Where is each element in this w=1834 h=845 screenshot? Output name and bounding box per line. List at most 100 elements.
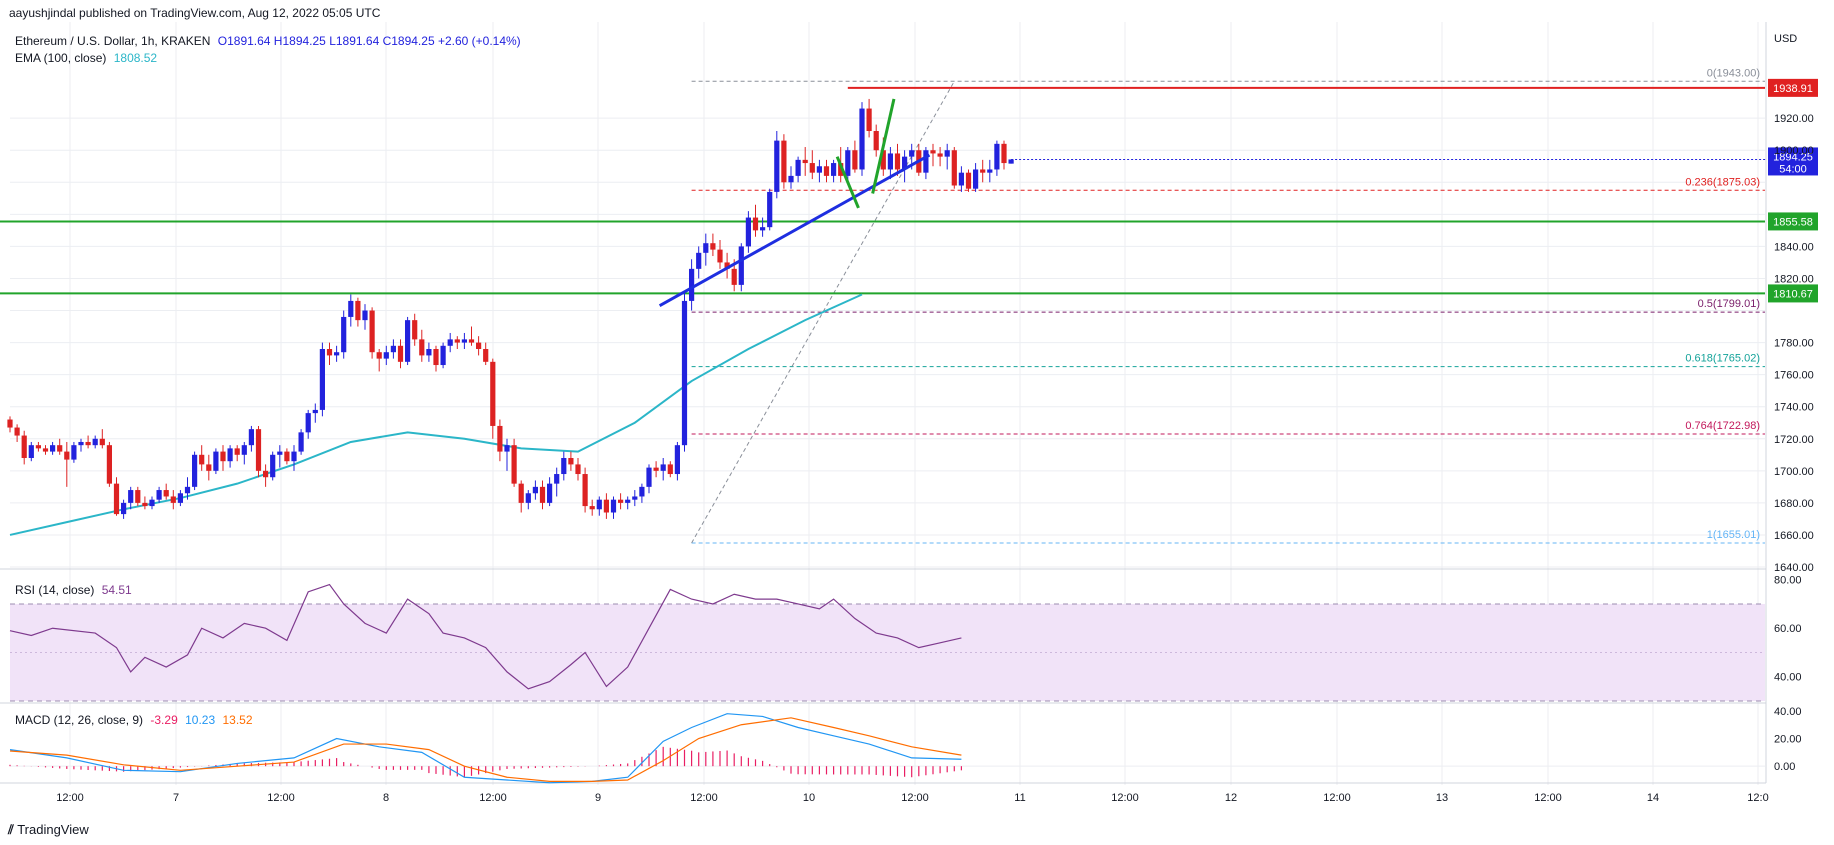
time-tick-0: 12:00 [56, 792, 84, 804]
candle-body-31 [227, 448, 233, 462]
candle-body-79 [568, 458, 574, 465]
candle-body-123 [880, 150, 886, 170]
time-tick-4: 12:00 [479, 792, 507, 804]
tradingview-icon: ⫽ [8, 822, 14, 837]
current-price-text: 1894.25 [1773, 151, 1813, 163]
candle-body-44 [319, 349, 325, 410]
candle-body-117 [838, 163, 844, 176]
candle-body-136 [973, 169, 979, 189]
candle-body-97 [696, 252, 702, 269]
candle-body-53 [383, 352, 389, 359]
candle-body-121 [866, 108, 872, 131]
time-tick-11: 12 [1225, 792, 1237, 804]
candle-body-8 [64, 451, 70, 460]
candle-body-101 [724, 262, 730, 269]
candle-body-14 [106, 445, 112, 484]
rsi-line [9, 583, 962, 690]
time-tick-3: 8 [383, 792, 389, 804]
candle-body-112 [802, 159, 808, 164]
candle-body-135 [965, 172, 972, 189]
candle-body-37 [270, 454, 276, 478]
candle-body-20 [149, 499, 155, 507]
candle-body-58 [419, 339, 425, 356]
macd-value: -3.29 [150, 713, 178, 727]
candle-body-81 [582, 474, 588, 507]
candle-body-127 [909, 150, 915, 157]
candle-body-114 [816, 166, 822, 173]
price-tick-1660: 1660.00 [1774, 530, 1814, 542]
candle-body-99 [710, 243, 716, 250]
time-tick-12: 12:00 [1323, 792, 1351, 804]
time-tick-8: 12:00 [901, 792, 929, 804]
candle-body-29 [213, 451, 219, 471]
candle-body-12 [92, 438, 98, 446]
rsi-tick-80: 80.00 [1774, 575, 1802, 587]
candle-body-140 [1001, 143, 1007, 164]
candle-body-119 [852, 150, 858, 170]
tradingview-brand: TradingView [17, 822, 89, 837]
candle-body-84 [603, 499, 609, 513]
fib-label-0-5: 0.5(1799.01) [1698, 298, 1760, 310]
candle-body-104 [745, 217, 751, 247]
signal-line [9, 717, 962, 782]
candle-body-118 [845, 150, 851, 176]
candle-body-59 [426, 349, 432, 356]
rsi-band [10, 603, 1765, 701]
candle-body-35 [255, 429, 262, 471]
candle-body-41 [298, 432, 304, 452]
candle-body-38 [277, 451, 283, 455]
ema-value: 1808.52 [113, 51, 158, 65]
time-tick-1: 7 [173, 792, 179, 804]
candle-body-89 [639, 486, 645, 497]
ohlc-values: O1891.64 H1894.25 L1891.64 C1894.25 +2.6… [217, 34, 521, 48]
projection-line-0 [835, 156, 860, 209]
candle-body-39 [284, 451, 290, 462]
candle-body-18 [135, 490, 141, 503]
tradingview-logo[interactable]: ⫽ TradingView [8, 822, 89, 838]
candle-body-139 [994, 143, 1000, 170]
candle-body-113 [809, 163, 815, 173]
candle-body-65 [468, 339, 475, 343]
candle-body-116 [831, 163, 837, 176]
candle-body-15 [113, 483, 120, 515]
time-tick-6: 12:00 [690, 792, 718, 804]
signal-value: 13.52 [222, 713, 253, 727]
candle-body-83 [596, 499, 602, 510]
candle-body-36 [263, 470, 269, 478]
candle-body-110 [788, 175, 794, 183]
candle-body-30 [220, 451, 226, 462]
price-tick-1700: 1700.00 [1774, 466, 1814, 478]
candle-body-10 [78, 441, 84, 446]
legend-row-rsi: RSI (14, close) 54.51 [15, 583, 132, 597]
fib-label-0-236: 0.236(1875.03) [1685, 176, 1760, 188]
countdown-text: 54:00 [1779, 163, 1807, 175]
fib-diagonal [691, 81, 955, 544]
fib-label-0: 0(1943.00) [1707, 67, 1760, 79]
candle-body-109 [781, 140, 787, 183]
candle-body-134 [958, 172, 964, 186]
candle-body-52 [376, 352, 382, 359]
candle-body-49 [355, 300, 361, 321]
candle-body-32 [234, 448, 240, 455]
candle-body-57 [412, 320, 418, 340]
candle-body-92 [660, 464, 666, 471]
candle-body-126 [902, 156, 908, 170]
candle-body-62 [447, 339, 453, 346]
candle-body-70 [504, 445, 510, 452]
candle-body-130 [930, 150, 936, 154]
candle-body-60 [433, 349, 439, 366]
candle-body-9 [71, 445, 77, 460]
time-tick-14: 12:00 [1534, 792, 1562, 804]
price-tick-1680: 1680.00 [1774, 498, 1814, 510]
candle-body-78 [561, 458, 567, 475]
price-tick-1740: 1740.00 [1774, 402, 1814, 414]
rsi-label: RSI (14, close) [15, 583, 95, 597]
candle-body-66 [476, 342, 482, 349]
time-tick-13: 13 [1436, 792, 1448, 804]
price-tick-1640: 1640.00 [1774, 562, 1814, 574]
candle-body-17 [128, 490, 134, 503]
candle-body-133 [951, 150, 957, 186]
candle-body-61 [440, 345, 446, 366]
candle-body-45 [326, 349, 333, 356]
